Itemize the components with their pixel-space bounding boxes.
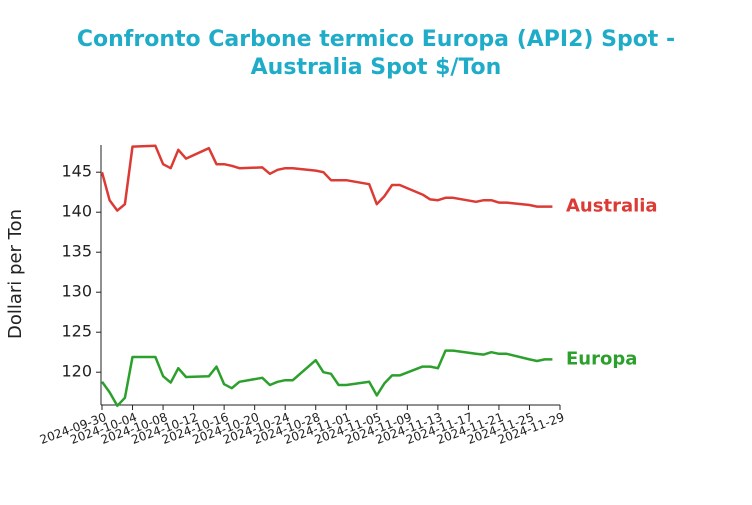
y-axis-label: Dollari per Ton: [5, 209, 26, 339]
y-tick-label: 145: [61, 162, 92, 181]
chart-subtitle: Australia Spot $/Ton: [251, 55, 502, 80]
chart-title: Confronto Carbone termico Europa (API2) …: [77, 27, 675, 52]
y-tick-label: 135: [61, 242, 92, 261]
series-label: Australia: [566, 196, 658, 217]
y-tick-label: 125: [61, 322, 92, 341]
series-line: [100, 144, 553, 212]
series-label: Europa: [566, 348, 637, 369]
y-tick-label: 140: [61, 202, 92, 221]
series-line: [100, 349, 553, 408]
y-tick-label: 120: [61, 362, 92, 381]
y-tick-label: 130: [61, 282, 92, 301]
